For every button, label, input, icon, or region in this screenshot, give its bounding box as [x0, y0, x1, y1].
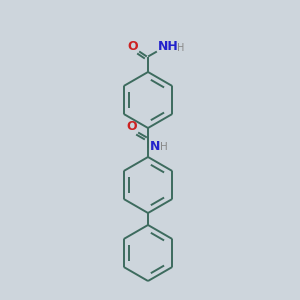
Text: O: O: [127, 121, 137, 134]
Text: H: H: [160, 142, 168, 152]
Text: NH: NH: [158, 40, 179, 53]
Text: O: O: [128, 40, 138, 52]
Text: H: H: [177, 43, 184, 53]
Text: N: N: [150, 140, 160, 152]
